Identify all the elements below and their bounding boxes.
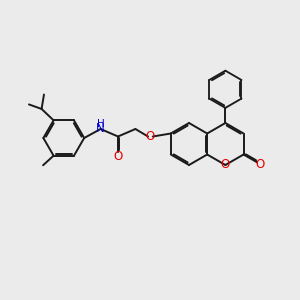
Text: O: O [221, 158, 230, 172]
Text: O: O [113, 150, 123, 163]
Text: H: H [97, 119, 104, 129]
Text: O: O [256, 158, 265, 171]
Text: N: N [96, 122, 105, 136]
Text: O: O [146, 130, 155, 143]
